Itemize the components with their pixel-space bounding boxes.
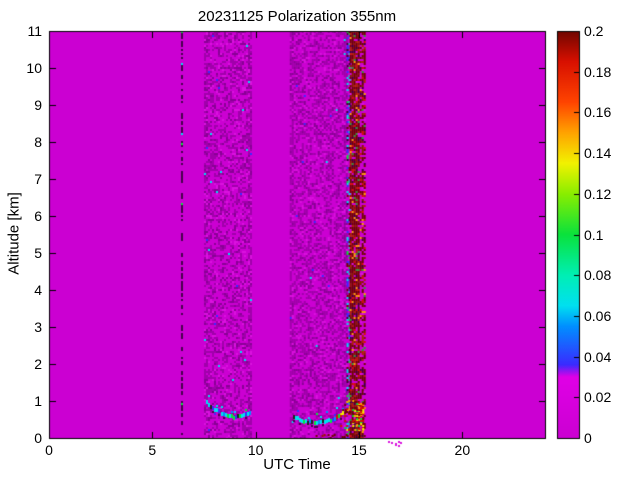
chart-title: 20231125 Polarization 355nm [197, 8, 397, 25]
y-axis-label: Altitude [km] [5, 192, 23, 275]
x-axis-label: UTC Time [263, 456, 331, 473]
